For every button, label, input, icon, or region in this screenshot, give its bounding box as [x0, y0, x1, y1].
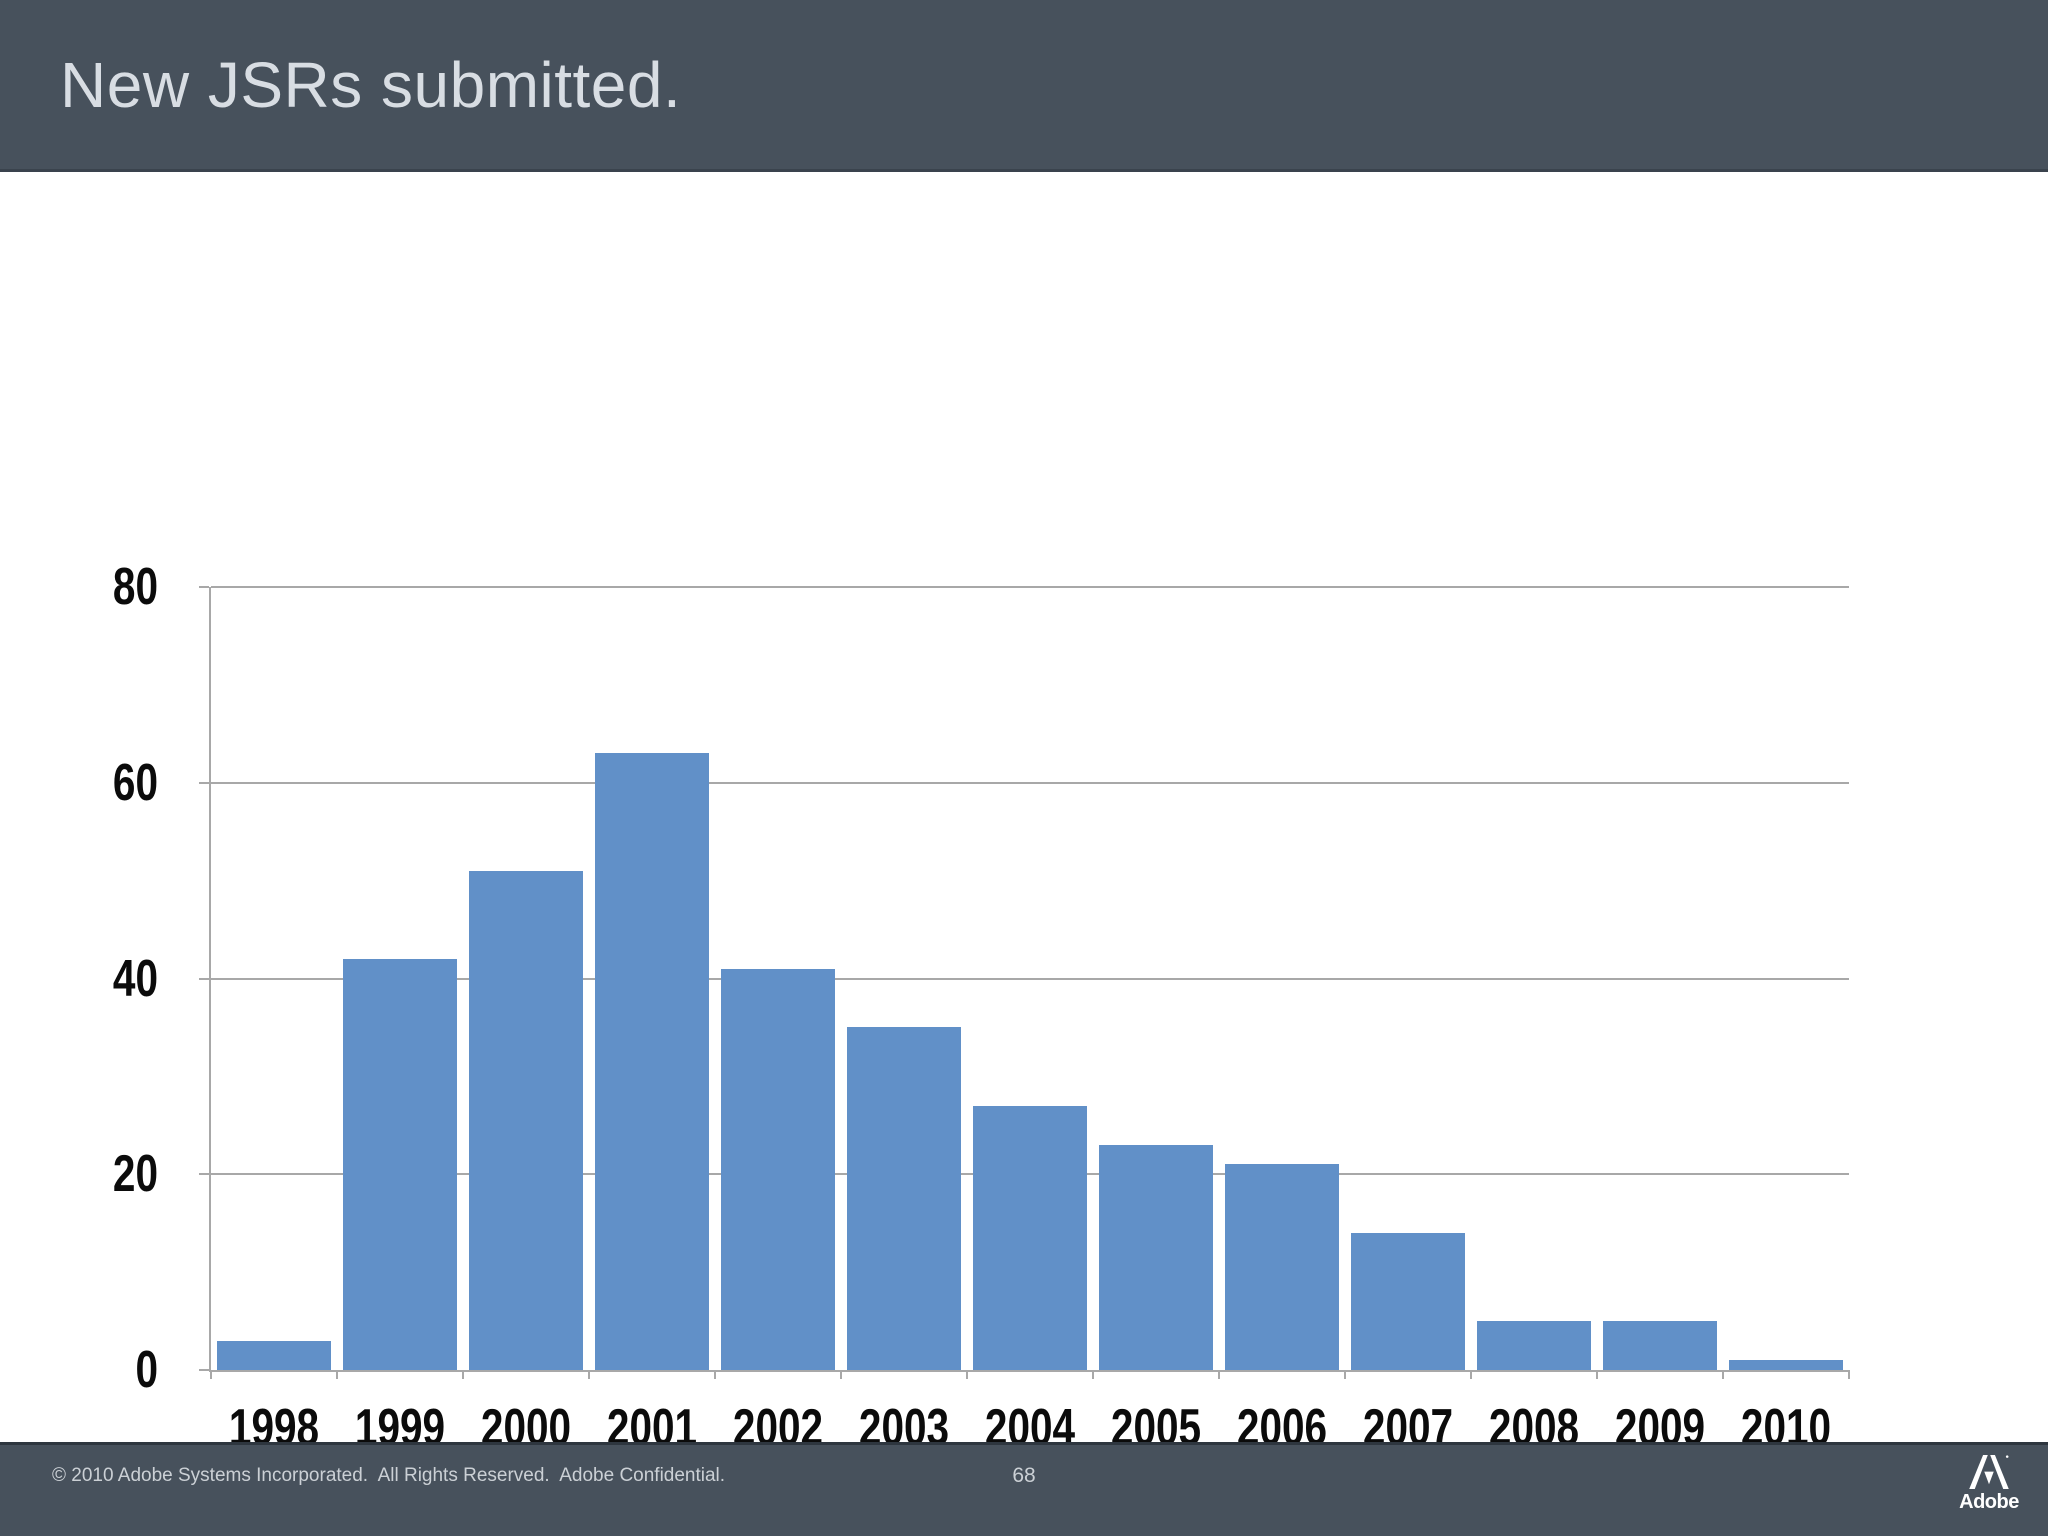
gridline-60: [211, 781, 1849, 784]
y-tick-label: 0: [135, 1341, 158, 1399]
page-number: 68: [1012, 1464, 1036, 1487]
y-tick-label: 80: [112, 558, 158, 616]
bar-2003: [847, 1027, 961, 1370]
gridline-40: [211, 977, 1849, 980]
y-axis-tick: [199, 1173, 209, 1176]
gridline-80: [211, 586, 1849, 588]
y-tick-label: 20: [112, 1145, 158, 1204]
x-axis-tick: [1092, 1370, 1094, 1379]
page-title: New JSRs submitted.: [60, 48, 682, 121]
bar-2004: [973, 1105, 1087, 1370]
x-axis-tick: [714, 1370, 716, 1379]
x-axis-tick: [1470, 1370, 1472, 1379]
x-axis-line: [211, 1370, 1849, 1372]
adobe-logo-text: Adobe: [1959, 1491, 2019, 1513]
x-axis-tick: [840, 1370, 842, 1379]
bar-2005: [1099, 1144, 1213, 1370]
slide-header: New JSRs submitted.: [0, 0, 2048, 172]
copyright-text: © 2010 Adobe Systems Incorporated. All R…: [52, 1465, 726, 1486]
y-axis-line: [209, 587, 211, 1372]
bar-2009: [1603, 1321, 1717, 1370]
bar-1998: [217, 1340, 331, 1370]
x-axis-tick: [966, 1370, 968, 1379]
bar-2007: [1351, 1232, 1465, 1370]
bar-2010: [1729, 1360, 1843, 1370]
x-axis-tick: [210, 1370, 212, 1379]
x-axis-tick: [1722, 1370, 1724, 1379]
x-axis-tick: [1848, 1370, 1850, 1379]
y-axis-tick: [199, 586, 209, 588]
bar-2008: [1477, 1321, 1591, 1370]
y-axis-tick: [199, 977, 209, 980]
bar-2000: [469, 870, 583, 1370]
x-axis-tick: [462, 1370, 464, 1379]
y-axis-tick: [199, 1369, 209, 1371]
bar-1999: [343, 958, 457, 1370]
adobe-a-icon: [1969, 1455, 2009, 1489]
bar-2002: [721, 968, 835, 1370]
y-axis-tick: [199, 781, 209, 784]
x-axis-tick: [1596, 1370, 1598, 1379]
bar-2001: [595, 753, 709, 1370]
plot-area: [199, 586, 1850, 1379]
y-tick-label: 40: [112, 949, 158, 1008]
x-axis-tick: [1344, 1370, 1346, 1379]
x-axis-tick: [1218, 1370, 1220, 1379]
x-axis-tick: [588, 1370, 590, 1379]
bar-2006: [1225, 1164, 1339, 1370]
adobe-logo: Adobe: [1956, 1455, 2022, 1529]
x-axis-tick: [336, 1370, 338, 1379]
slide-footer: © 2010 Adobe Systems Incorporated. All R…: [0, 1442, 2048, 1536]
bar-chart: 0 20 40 60 80 1998 1999 2000 2001 2002 2003 2004 200…: [0, 172, 2048, 1456]
y-tick-label: 60: [112, 753, 158, 812]
